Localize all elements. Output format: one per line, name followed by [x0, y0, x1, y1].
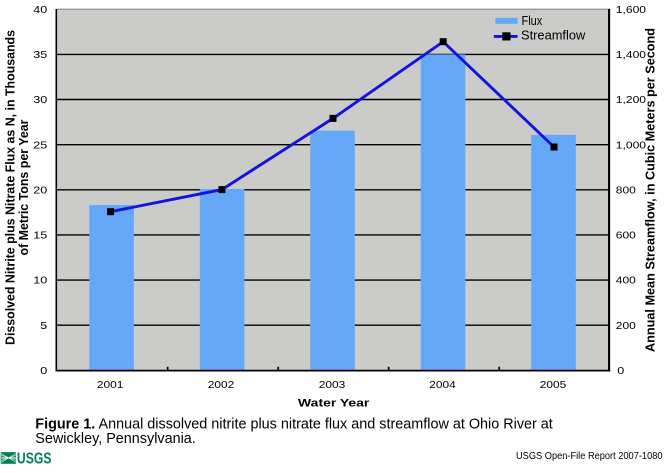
svg-text:Figure 1. Annual dissolved nit: Figure 1. Annual dissolved nitrite plus …: [35, 417, 553, 433]
svg-text:35: 35: [33, 49, 47, 61]
svg-text:20: 20: [33, 184, 47, 196]
svg-text:0: 0: [40, 365, 47, 377]
svg-text:2005: 2005: [540, 379, 567, 391]
svg-text:Annual Mean Streamflow, in Cub: Annual Mean Streamflow, in Cubic Meters …: [642, 28, 657, 352]
svg-text:Flux: Flux: [522, 14, 543, 28]
svg-text:1,400: 1,400: [616, 49, 646, 61]
svg-text:30: 30: [33, 94, 47, 106]
svg-text:USGS: USGS: [17, 451, 52, 468]
svg-text:600: 600: [616, 230, 636, 242]
svg-text:10: 10: [33, 275, 47, 287]
svg-text:5: 5: [40, 320, 47, 332]
svg-text:2003: 2003: [319, 379, 346, 391]
svg-text:Water Year: Water Year: [298, 397, 370, 409]
svg-text:40: 40: [33, 4, 47, 16]
svg-text:Dissolved Nitrite plus Nitrate: Dissolved Nitrite plus Nitrate Flux as N…: [3, 30, 18, 345]
svg-text:2002: 2002: [208, 379, 235, 391]
svg-text:of Metric Tons per Year: of Metric Tons per Year: [16, 120, 31, 256]
svg-text:800: 800: [616, 184, 636, 196]
svg-text:200: 200: [616, 320, 636, 332]
svg-text:0: 0: [617, 365, 624, 377]
svg-text:2001: 2001: [97, 379, 124, 391]
svg-text:25: 25: [33, 139, 47, 151]
svg-text:15: 15: [33, 230, 47, 242]
svg-text:Sewickley, Pennsylvania.: Sewickley, Pennsylvania.: [35, 431, 196, 447]
svg-text:400: 400: [616, 275, 636, 287]
svg-text:2004: 2004: [429, 379, 456, 391]
svg-text:1,000: 1,000: [616, 139, 646, 151]
svg-text:1,600: 1,600: [616, 4, 646, 16]
svg-text:1,200: 1,200: [616, 94, 646, 106]
svg-text:Streamflow: Streamflow: [521, 28, 586, 42]
svg-text:USGS Open-File Report 2007-108: USGS Open-File Report 2007-1080: [516, 451, 663, 462]
